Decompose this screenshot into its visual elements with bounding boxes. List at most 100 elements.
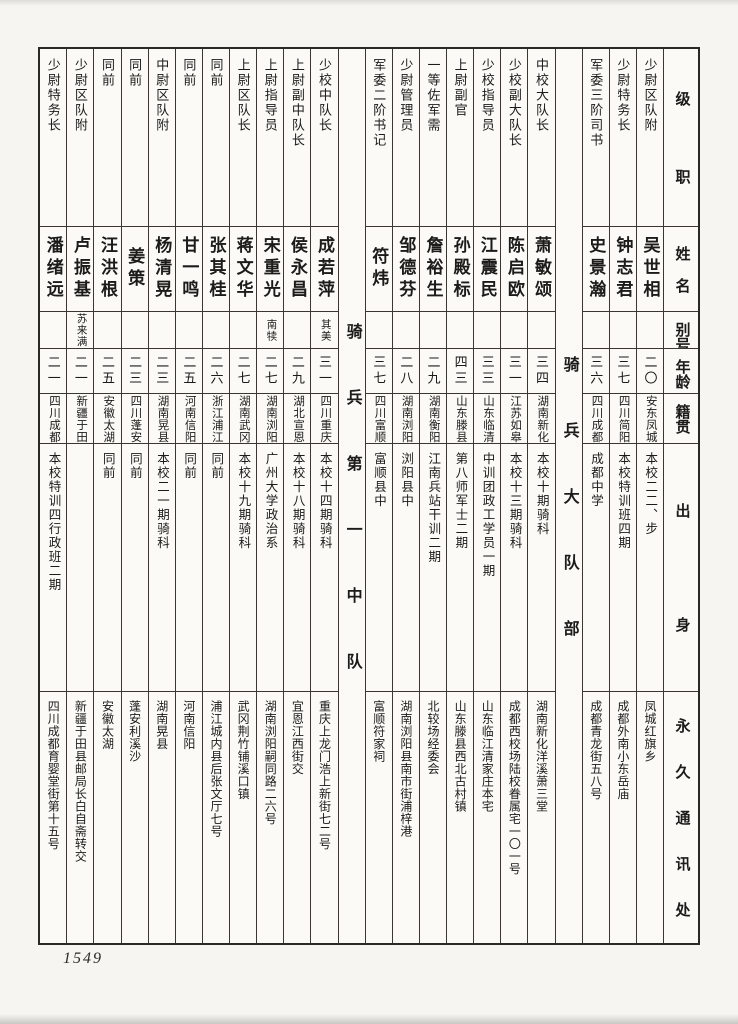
entry-column: 少校中队长 成若萍 其美 三一 四川重庆 本校十四期骑科 重庆上龙门浩上新街七二号 [310,49,338,943]
age-cell: 二〇 [636,349,663,394]
address-cell: 北较场经委会 [425,700,440,775]
origin-cell: 中训团政工学员一期 [474,444,501,692]
section-column: 骑兵大队部 [554,49,582,943]
age-cell: 三一 [311,349,338,394]
age-cell: 二三 [121,349,148,394]
entry-column: 少尉区队附 吴世相 二〇 安东凤城 本校二二、步 凤城红旗乡 [635,49,663,943]
name-cell: 萧敏颂 [528,227,555,312]
name-cell: 钟志君 [609,227,636,312]
origin-cell: 成都中学 [582,444,609,692]
origin-cell: 本校十期骑科 [528,444,555,692]
alias-cell [474,312,501,349]
age-cell: 二五 [94,349,121,394]
native-place-cell: 湖北宣恩 [284,394,311,444]
name-cell: 侯永昌 [284,227,311,312]
name-cell: 史景瀚 [582,227,609,312]
entry-column: 军委三阶司书 史景瀚 三六 四川成都 成都中学 成都青龙街五八号 [581,49,609,943]
address-cell: 新疆于田县邮局长白自斋转交 [73,700,88,863]
age-cell: 二六 [202,349,229,394]
address-cell: 凤城红旗乡 [642,700,657,763]
age-cell: 二九 [284,349,311,394]
native-place-cell: 安徽太湖 [94,394,121,444]
age-cell: 二七 [230,349,257,394]
name-cell: 詹裕生 [419,227,446,312]
rank-cell: 上尉副官 [447,49,474,227]
address-cell: 富顺符家祠 [371,700,386,763]
header-native-place: 籍贯 [664,394,698,444]
native-place-cell: 四川成都 [40,394,67,444]
alias-cell [528,312,555,349]
address-cell: 蓬安利溪沙 [127,700,142,763]
scan-edge-bottom [0,1014,738,1024]
age-cell: 二五 [175,349,202,394]
rank-cell: 军委二阶书记 [365,49,392,227]
name-cell: 蒋文华 [230,227,257,312]
address-cell: 成都外南小东岳庙 [615,700,630,800]
native-place-cell: 四川简阳 [609,394,636,444]
header-name: 姓名 [664,227,698,312]
origin-cell: 广州大学政治系 [257,444,284,692]
rank-cell: 同前 [121,49,148,227]
address-cell: 湖南新化洋溪萧三堂 [534,700,549,813]
address-cell: 河南信阳 [181,700,196,750]
field-header-column: 级职姓名别号年龄籍贯出身永久通讯处 [663,49,698,943]
age-cell: 二七 [257,349,284,394]
header-address: 永久通讯处 [673,717,690,918]
address-cell: 四川成都育婴堂街第十五号 [46,700,61,850]
page-number: 1549 [63,950,103,967]
section-column: 骑兵第一中队 [337,49,365,943]
alias-cell [202,312,229,349]
origin-cell: 本校二二、步 [636,444,663,692]
rank-cell: 上尉副中队长 [284,49,311,227]
rank-cell: 同前 [175,49,202,227]
alias-cell [148,312,175,349]
age-cell: 三三 [474,349,501,394]
alias-cell [284,312,311,349]
origin-cell: 浏阳县中 [392,444,419,692]
rank-cell: 同前 [94,49,121,227]
entry-column: 中尉区队附 杨清晃 二三 湖南晃县 本校二一期骑科 湖南晃县 [147,49,175,943]
entry-column: 中校大队长 萧敏颂 三四 湖南新化 本校十期骑科 湖南新化洋溪萧三堂 [527,49,555,943]
address-cell: 湖南浏阳嗣同路二六号 [263,700,278,825]
entry-column: 同前 甘一鸣 二五 河南信阳 同前 河南信阳 [174,49,202,943]
section-title: 骑兵第一中队 [343,323,361,669]
entry-column: 同前 汪洪根 二五 安徽太湖 同前 安徽太湖 [93,49,121,943]
name-cell: 张其桂 [202,227,229,312]
name-cell: 吴世相 [636,227,663,312]
entry-column: 同前 姜策 二三 四川蓬安 同前 蓬安利溪沙 [120,49,148,943]
alias-cell [447,312,474,349]
entry-column: 军委二阶书记 符炜 三七 四川富顺 富顺县中 富顺符家祠 [364,49,392,943]
rank-cell: 军委三阶司书 [582,49,609,227]
name-cell: 汪洪根 [94,227,121,312]
native-place-cell: 四川富顺 [365,394,392,444]
address-cell: 成都青龙街五八号 [588,700,603,800]
rank-cell: 少校中队长 [311,49,338,227]
rank-cell: 少尉区队附 [67,49,94,227]
address-cell: 安徽太湖 [100,700,115,750]
origin-cell: 本校特训四行政班二期 [40,444,67,692]
rank-cell: 中校大队长 [528,49,555,227]
entry-column: 少尉特务长 钟志君 三七 四川简阳 本校特训班四期 成都外南小东岳庙 [608,49,636,943]
alias-cell [501,312,528,349]
name-cell: 潘绪远 [40,227,67,312]
rank-cell: 少校指导员 [474,49,501,227]
origin-cell: 同前 [175,444,202,692]
entry-column: 少尉管理员 邹德芬 二八 湖南浏阳 浏阳县中 湖南浏阳县南市街浦梓港 [391,49,419,943]
name-cell: 姜策 [121,227,148,312]
alias-cell [636,312,663,349]
alias-cell [609,312,636,349]
alias-cell: 其美 [311,312,338,349]
alias-cell [230,312,257,349]
origin-cell: 本校十九期骑科 [230,444,257,692]
rank-cell: 少校副大队长 [501,49,528,227]
rank-cell: 上尉指导员 [257,49,284,227]
native-place-cell: 山东临清 [474,394,501,444]
age-cell: 三四 [528,349,555,394]
alias-cell [365,312,392,349]
entry-column: 上尉指导员 宋重光 南犊 二七 湖南浏阳 广州大学政治系 湖南浏阳嗣同路二六号 [256,49,284,943]
age-cell: 二一 [40,349,67,394]
address-cell: 湖南晃县 [154,700,169,750]
native-place-cell: 浙江浦江 [202,394,229,444]
rank-cell: 中尉区队附 [148,49,175,227]
